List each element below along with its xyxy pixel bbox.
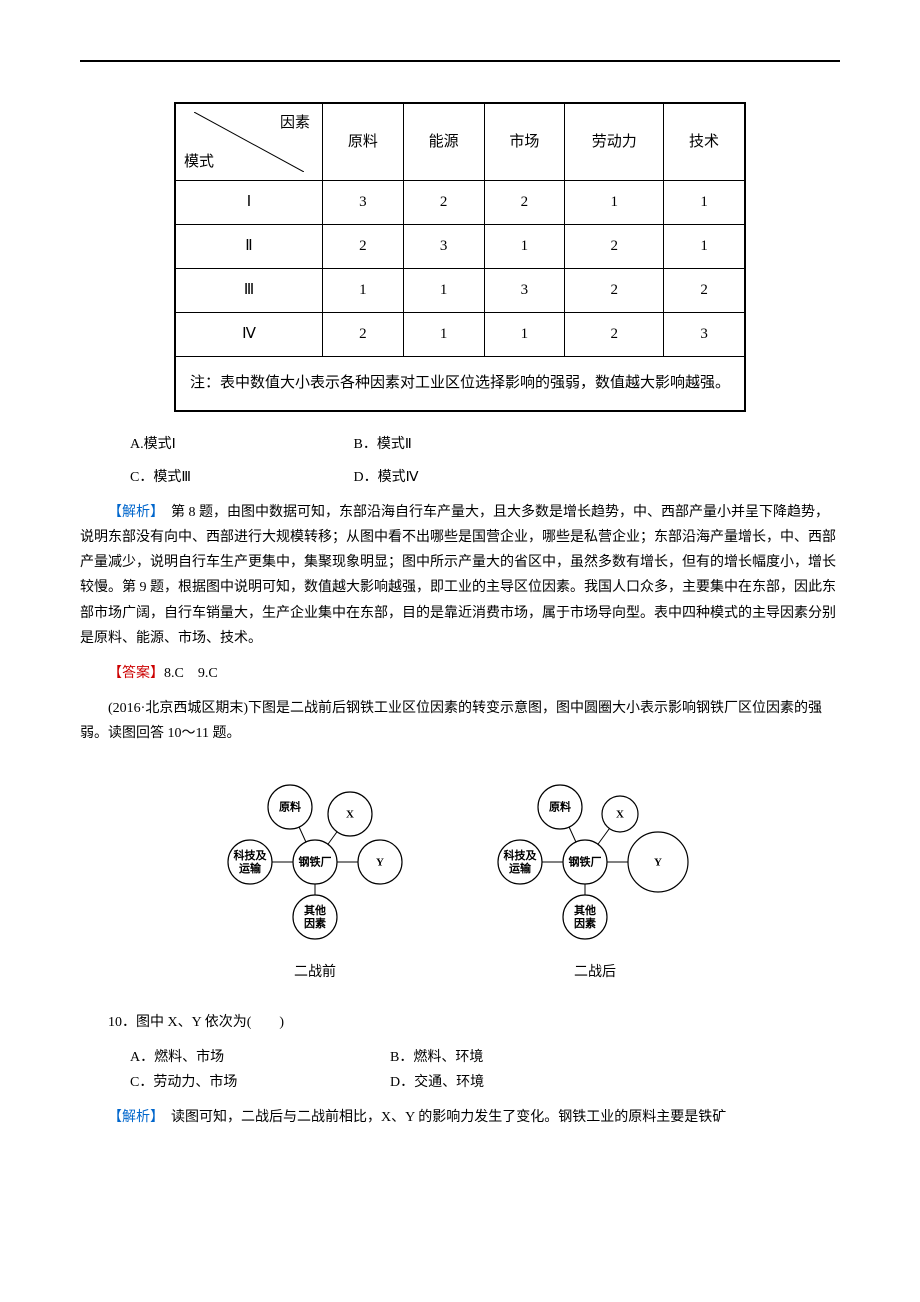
svg-text:钢铁厂: 钢铁厂 <box>299 854 332 868</box>
table-cell: 1 <box>484 225 565 269</box>
table-cell: 3 <box>403 225 484 269</box>
table-cell: 3 <box>484 269 565 313</box>
analysis-label: 【解析】 <box>108 1110 157 1125</box>
col-header: 劳动力 <box>565 103 664 181</box>
question-10: 10．图中 X、Y 依次为( ) <box>80 1010 840 1035</box>
svg-text:原料: 原料 <box>279 799 301 813</box>
answer-paragraph: 【答案】8.C 9.C <box>80 661 840 686</box>
svg-text:Y: Y <box>376 856 384 868</box>
col-header: 原料 <box>322 103 403 181</box>
table-cell: 2 <box>565 269 664 313</box>
svg-text:X: X <box>616 808 624 820</box>
option-a: A．燃料、市场 <box>130 1045 390 1070</box>
post-war-diagram: 原料 X 科技及运输 Y 其他因素 钢铁厂 二战后 <box>475 772 715 985</box>
analysis-paragraph: 【解析】 第 8 题，由图中数据可知，东部沿海自行车产量大，且大多数是增长趋势，… <box>80 500 840 651</box>
table-footnote: 注：表中数值大小表示各种因素对工业区位选择影响的强弱，数值越大影响越强。 <box>175 357 745 411</box>
table-cell: 2 <box>664 269 745 313</box>
analysis-text: 读图可知，二战后与二战前相比，X、Y 的影响力发生了变化。钢铁工业的原料主要是铁… <box>157 1110 726 1125</box>
table-cell: 2 <box>565 225 664 269</box>
svg-text:原料: 原料 <box>549 799 571 813</box>
svg-text:科技及: 科技及 <box>234 848 268 862</box>
table-cell: 3 <box>664 313 745 357</box>
answer-label: 【答案】 <box>108 666 164 681</box>
table-cell: 1 <box>664 225 745 269</box>
pre-war-diagram: 原料 X 科技及运输 Y 其他因素 钢铁厂 二战前 <box>205 772 425 985</box>
row-header: Ⅲ <box>175 269 323 313</box>
table-cell: 2 <box>484 181 565 225</box>
svg-text:其他: 其他 <box>574 903 596 917</box>
passage-text: (2016·北京西城区期末)下图是二战前后钢铁工业区位因素的转变示意图，图中圆圈… <box>80 696 840 746</box>
analysis-text: 第 8 题，由图中数据可知，东部沿海自行车产量大，且大多数是增长趋势，中、西部产… <box>80 505 836 646</box>
table-cell: 2 <box>322 313 403 357</box>
col-header: 技术 <box>664 103 745 181</box>
svg-text:Y: Y <box>654 856 662 868</box>
svg-text:科技及: 科技及 <box>504 848 538 862</box>
table-cell: 3 <box>322 181 403 225</box>
svg-text:其他: 其他 <box>304 903 326 917</box>
post-war-caption: 二战后 <box>475 960 715 985</box>
pre-war-svg: 原料 X 科技及运输 Y 其他因素 钢铁厂 <box>205 772 425 952</box>
option-c: C．劳动力、市场 <box>130 1070 390 1095</box>
table-cell: 1 <box>664 181 745 225</box>
svg-text:运输: 运输 <box>239 861 262 875</box>
question-10-options: A．燃料、市场 B．燃料、环境 C．劳动力、市场 D．交通、环境 <box>130 1045 840 1095</box>
table-cell: 1 <box>322 269 403 313</box>
svg-text:钢铁厂: 钢铁厂 <box>569 854 602 868</box>
option-b: B．模式Ⅱ <box>354 432 574 457</box>
options-row-2: C．模式Ⅲ D．模式Ⅳ <box>130 465 840 490</box>
svg-text:因素: 因素 <box>304 916 326 930</box>
factors-table: 因素 模式 原料 能源 市场 劳动力 技术 Ⅰ 3 2 2 1 1 Ⅱ 2 3 … <box>174 102 746 412</box>
row-header: Ⅳ <box>175 313 323 357</box>
row-header: Ⅰ <box>175 181 323 225</box>
col-header: 市场 <box>484 103 565 181</box>
diagrams-container: 原料X科技及运输Y其他因素钢铁厂 二战前 原料X科技及运输Y其他因素钢铁厂 二战… <box>80 772 840 985</box>
option-d: D．交通、环境 <box>390 1070 650 1095</box>
page-header-rule <box>80 60 840 62</box>
svg-text:运输: 运输 <box>509 861 532 875</box>
option-d: D．模式Ⅳ <box>354 465 574 490</box>
post-war-svg: 原料 X 科技及运输 Y 其他因素 钢铁厂 <box>475 772 715 952</box>
svg-text:因素: 因素 <box>574 916 596 930</box>
table-cell: 1 <box>484 313 565 357</box>
col-header: 能源 <box>403 103 484 181</box>
table-cell: 1 <box>403 313 484 357</box>
diagonal-bottom-label: 模式 <box>184 149 214 176</box>
option-b: B．燃料、环境 <box>390 1045 650 1070</box>
analysis-paragraph-2: 【解析】 读图可知，二战后与二战前相比，X、Y 的影响力发生了变化。钢铁工业的原… <box>80 1105 840 1130</box>
table-diagonal-header: 因素 模式 <box>175 103 323 181</box>
option-a: A.模式Ⅰ <box>130 432 350 457</box>
pre-war-caption: 二战前 <box>205 960 425 985</box>
table-cell: 2 <box>322 225 403 269</box>
answer-text: 8.C 9.C <box>164 666 218 681</box>
table-cell: 1 <box>565 181 664 225</box>
table-cell: 1 <box>403 269 484 313</box>
diagonal-top-label: 因素 <box>280 110 310 137</box>
row-header: Ⅱ <box>175 225 323 269</box>
table-cell: 2 <box>403 181 484 225</box>
option-c: C．模式Ⅲ <box>130 465 350 490</box>
analysis-label: 【解析】 <box>108 505 157 520</box>
options-row-1: A.模式Ⅰ B．模式Ⅱ <box>130 432 840 457</box>
svg-text:X: X <box>346 808 354 820</box>
table-cell: 2 <box>565 313 664 357</box>
